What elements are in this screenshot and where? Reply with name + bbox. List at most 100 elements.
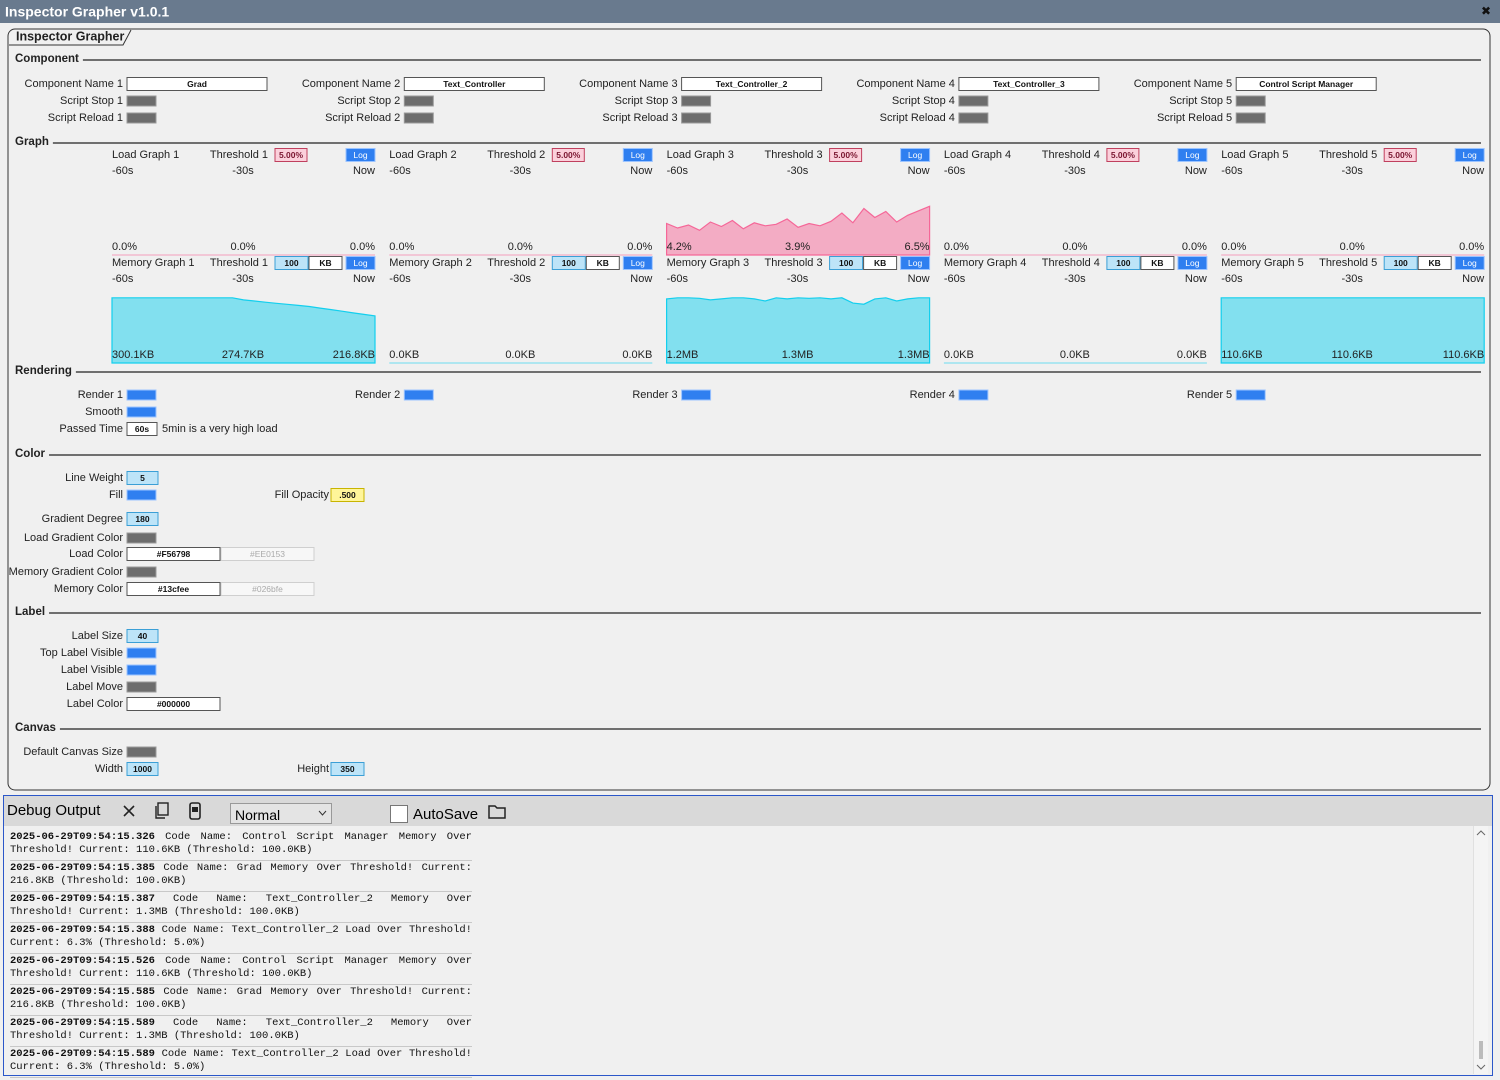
toggle[interactable] — [126, 566, 157, 578]
threshold-box[interactable] — [1383, 148, 1417, 162]
memory-color-gradient-box[interactable] — [220, 582, 315, 596]
mode-select[interactable]: Normal — [230, 803, 332, 824]
close-button[interactable]: ✖ — [1481, 4, 1491, 18]
component-name-box[interactable] — [126, 77, 268, 91]
copy-icon[interactable] — [154, 802, 170, 820]
toggle[interactable] — [403, 112, 434, 124]
toggle[interactable] — [126, 489, 157, 501]
threshold-box[interactable] — [274, 148, 308, 162]
log-button-box[interactable] — [1177, 256, 1208, 270]
toggle[interactable] — [126, 746, 157, 758]
log-entry[interactable]: 2025-06-29T09:54:15.526 Code Name: Contr… — [10, 954, 472, 985]
component-name-box[interactable] — [681, 77, 823, 91]
threshold-box[interactable] — [1106, 148, 1140, 162]
log-button-box[interactable] — [345, 256, 376, 270]
line-weight-box[interactable] — [126, 471, 159, 485]
log-entry[interactable]: 2025-06-29T09:54:15.585 Code Name: Grad … — [10, 985, 472, 1016]
component-name-label: Component Name 5 — [1134, 78, 1232, 90]
unit-box[interactable] — [308, 256, 343, 270]
debug-title: Debug Output — [7, 802, 101, 819]
toggle[interactable] — [126, 681, 157, 693]
threshold-text: 100 — [1394, 258, 1408, 268]
log-button-box[interactable] — [900, 148, 931, 162]
component-name-box[interactable] — [403, 77, 545, 91]
log-button-text: Log — [353, 150, 367, 160]
toggle[interactable] — [681, 95, 712, 107]
height-box[interactable] — [330, 762, 365, 776]
component-name-box[interactable] — [1235, 77, 1377, 91]
unit-box[interactable] — [585, 256, 620, 270]
log-button-box[interactable] — [345, 148, 376, 162]
log-entry[interactable]: 2025-06-29T09:54:15.589 Code Name: Text_… — [10, 1047, 472, 1078]
time-label: -60s — [667, 165, 689, 177]
toggle[interactable] — [126, 95, 157, 107]
log-entry[interactable]: 2025-06-29T09:54:15.326 Code Name: Contr… — [10, 830, 472, 861]
component-name-box[interactable] — [958, 77, 1100, 91]
tab-label[interactable]: Inspector Grapher — [16, 29, 124, 43]
clear-icon[interactable] — [122, 804, 136, 818]
toggle[interactable] — [126, 112, 157, 124]
toggle[interactable] — [1235, 389, 1266, 401]
toggle[interactable] — [958, 95, 989, 107]
threshold-box[interactable] — [1106, 256, 1141, 270]
toggle[interactable] — [126, 664, 157, 676]
threshold-box[interactable] — [1383, 256, 1418, 270]
toggle[interactable] — [126, 647, 157, 659]
passed-time-box[interactable] — [126, 422, 158, 436]
log-button-box[interactable] — [1454, 148, 1485, 162]
folder-icon[interactable] — [488, 804, 506, 819]
toggle[interactable] — [403, 389, 434, 401]
threshold-box[interactable] — [829, 256, 864, 270]
toggle[interactable] — [403, 95, 434, 107]
toggle[interactable] — [681, 389, 712, 401]
log-button-box[interactable] — [1454, 256, 1485, 270]
width-box[interactable] — [126, 762, 159, 776]
toggle[interactable] — [1235, 95, 1266, 107]
fill-opacity-box[interactable] — [330, 488, 365, 502]
log-button-box[interactable] — [900, 256, 931, 270]
scrollbar[interactable] — [1473, 826, 1488, 1074]
time-label: -60s — [112, 273, 134, 285]
log-message: Code Name: Text_Controller_2 Memory Over… — [10, 1017, 472, 1042]
log-entry[interactable]: 2025-06-29T09:54:15.589 Code Name: Text_… — [10, 1016, 472, 1047]
autosave-checkbox[interactable] — [390, 805, 408, 823]
toggle[interactable] — [126, 389, 157, 401]
toggle[interactable] — [958, 112, 989, 124]
load-color-box[interactable] — [126, 547, 221, 561]
threshold-box[interactable] — [551, 256, 586, 270]
time-label: -30s — [1341, 273, 1363, 285]
toggle[interactable] — [126, 532, 157, 544]
device-icon[interactable] — [188, 802, 202, 820]
graph-title: Load Graph 2 — [389, 149, 456, 161]
unit-box[interactable] — [1140, 256, 1175, 270]
toggle[interactable] — [681, 112, 712, 124]
section-heading: Component — [15, 53, 79, 65]
fill-label: Fill — [109, 489, 123, 501]
log-button-box[interactable] — [622, 148, 653, 162]
threshold-label: Threshold 4 — [1042, 149, 1100, 161]
log-button-box[interactable] — [1177, 148, 1208, 162]
threshold-label: Threshold 5 — [1319, 149, 1377, 161]
label-size-label: Label Size — [72, 630, 123, 642]
threshold-box[interactable] — [274, 256, 309, 270]
label-size-box[interactable] — [126, 629, 159, 643]
log-entry[interactable]: 2025-06-29T09:54:15.387 Code Name: Text_… — [10, 892, 472, 923]
threshold-box[interactable] — [551, 148, 585, 162]
log-entry[interactable]: 2025-06-29T09:54:15.388 Code Name: Text_… — [10, 923, 472, 954]
memory-color-box[interactable] — [126, 582, 221, 596]
gradient-degree-box[interactable] — [126, 512, 159, 526]
log-message: Code Name: Grad Memory Over Threshold! C… — [10, 862, 472, 887]
toggle[interactable] — [958, 389, 989, 401]
toggle[interactable] — [126, 406, 157, 418]
script-stop-label: Script Stop 4 — [892, 95, 955, 107]
log-entry[interactable]: 2025-06-29T09:54:15.385 Code Name: Grad … — [10, 861, 472, 892]
unit-box[interactable] — [863, 256, 898, 270]
label-color-box[interactable] — [126, 697, 221, 711]
mode-value: Normal — [235, 807, 281, 823]
toggle[interactable] — [1235, 112, 1266, 124]
load-color-gradient-box[interactable] — [220, 547, 315, 561]
threshold-box[interactable] — [829, 148, 863, 162]
value-label: 0.0KB — [1177, 349, 1207, 361]
log-button-box[interactable] — [622, 256, 653, 270]
unit-box[interactable] — [1417, 256, 1452, 270]
